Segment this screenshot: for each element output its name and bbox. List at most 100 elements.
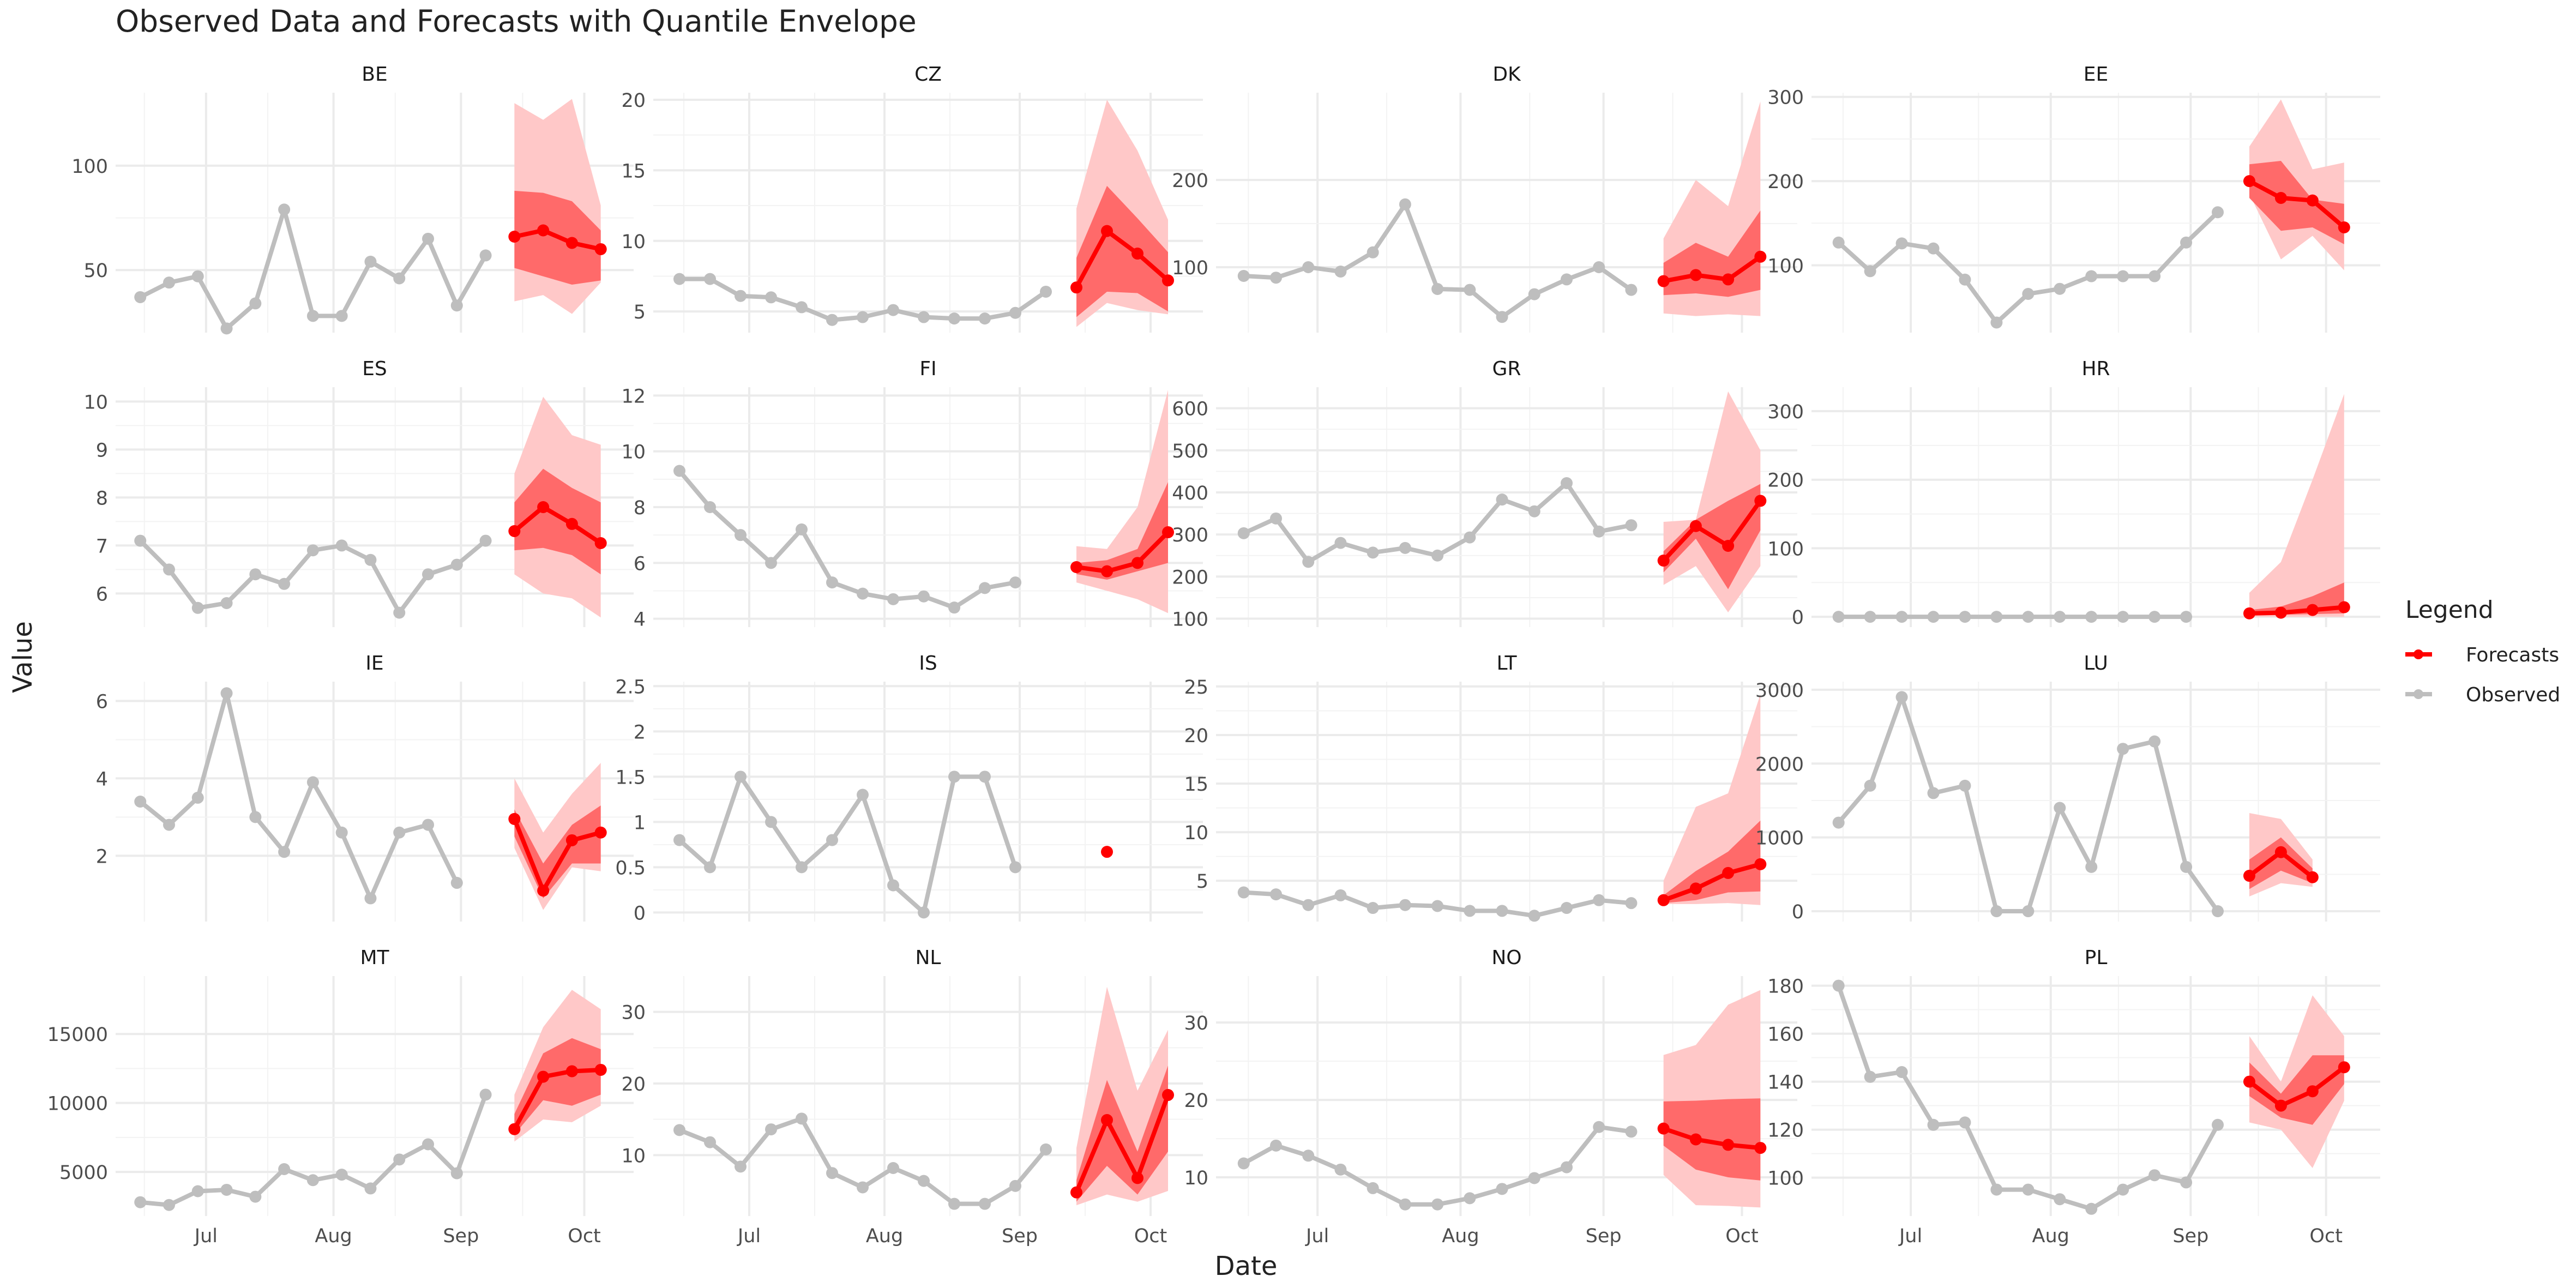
observed-point xyxy=(2148,611,2161,623)
observed-line xyxy=(677,469,1016,610)
observed-point xyxy=(1895,691,1908,703)
observed-point xyxy=(1593,261,1605,273)
observed-point xyxy=(2054,282,2066,295)
observed-point xyxy=(1832,236,1845,249)
y-tick-label: 10 xyxy=(83,392,108,413)
y-tick-label: 400 xyxy=(1172,483,1208,504)
observed-point xyxy=(2148,735,2161,748)
observed-point xyxy=(1367,546,1379,559)
forecast-point xyxy=(2338,221,2350,234)
forecast-line xyxy=(1663,255,1762,284)
panel-cz: CZ 5 10 15 20 xyxy=(621,63,1203,333)
forecast-point xyxy=(1722,273,1735,286)
observed-point xyxy=(1399,198,1411,210)
observed-point xyxy=(1832,816,1845,829)
panel-fi: FI 4 6 8 10 12 xyxy=(621,358,1203,631)
x-tick-label: Sep xyxy=(1002,1225,1038,1247)
forecast-point xyxy=(2243,175,2255,188)
observed-point xyxy=(1334,889,1347,901)
panel-nl: NL 10 20 30 Jul Aug Sep Oct xyxy=(621,947,1203,1247)
observed-point xyxy=(1528,1172,1540,1184)
y-tick-label: 2.5 xyxy=(615,676,646,698)
observed-point xyxy=(826,1167,838,1179)
observed-point xyxy=(2148,1169,2161,1182)
observed-point xyxy=(393,826,406,839)
y-tick-label: 50 xyxy=(83,260,108,282)
observed-point xyxy=(979,582,991,594)
observed-point xyxy=(1009,306,1021,319)
observed-point xyxy=(1431,1198,1444,1211)
forecast-point xyxy=(565,517,578,530)
y-tick-label: 10 xyxy=(1184,822,1208,844)
observed-point xyxy=(918,590,930,603)
forecast-point xyxy=(2243,607,2255,619)
observed-point xyxy=(826,834,838,846)
forecast-point xyxy=(594,537,607,549)
observed-point xyxy=(2180,1176,2193,1189)
x-tick-label: Oct xyxy=(1134,1225,1167,1247)
observed-point xyxy=(2117,1183,2129,1196)
observed-point xyxy=(2054,1193,2066,1206)
panel-hr: HR 0 100 200 300 xyxy=(1767,358,2380,629)
observed-point xyxy=(1832,611,1845,623)
facet-panels: BE50100CZ5101520DK100200EE100200300ES678… xyxy=(47,63,2380,1247)
observed-point xyxy=(1560,902,1573,914)
observed-point xyxy=(134,796,147,808)
observed-point xyxy=(735,529,747,541)
y-tick-label: 10 xyxy=(621,442,646,464)
y-tick-label: 0 xyxy=(1792,901,1804,923)
panel-es: ES 6 7 8 9 10 xyxy=(83,358,634,627)
forecast-point xyxy=(1657,894,1670,906)
y-tick-label: 2000 xyxy=(1755,754,1804,775)
observed-point xyxy=(1864,779,1876,792)
forecast-point xyxy=(1689,520,1702,532)
observed-point xyxy=(1927,787,1940,799)
observed-point xyxy=(1237,270,1250,282)
observed-point xyxy=(278,203,291,216)
y-tick-label: 4 xyxy=(634,609,646,631)
observed-point xyxy=(1431,283,1444,295)
panel-title-be: BE xyxy=(362,63,387,86)
forecast-point xyxy=(537,501,550,513)
forecast-point xyxy=(1070,1186,1082,1199)
observed-point xyxy=(191,791,204,804)
panel-title-gr: GR xyxy=(1492,358,1521,380)
panel-title-is: IS xyxy=(919,652,937,675)
x-tick-label: Oct xyxy=(1725,1225,1759,1247)
observed-point xyxy=(220,597,233,609)
observed-point xyxy=(1990,905,2003,918)
observed-point xyxy=(2085,1202,2098,1215)
forecast-point xyxy=(537,884,550,897)
observed-point xyxy=(249,568,262,581)
observed-point xyxy=(948,1197,960,1210)
observed-point xyxy=(704,861,716,874)
observed-point xyxy=(1959,611,1971,623)
observed-point xyxy=(450,299,463,312)
observed-point xyxy=(1496,905,1508,917)
observed-point xyxy=(335,539,348,552)
observed-point xyxy=(1560,273,1573,286)
observed-point xyxy=(2212,206,2224,219)
observed-point xyxy=(1832,979,1845,992)
y-tick-label: 12 xyxy=(621,386,646,407)
observed-point xyxy=(979,1197,991,1210)
observed-point xyxy=(134,1196,147,1208)
observed-point xyxy=(826,314,838,326)
forecast-point xyxy=(1162,274,1174,287)
observed-point xyxy=(335,1169,348,1181)
observed-point xyxy=(393,1153,406,1166)
observed-point xyxy=(450,1167,463,1179)
y-tick-label: 300 xyxy=(1767,401,1804,423)
observed-point xyxy=(1560,477,1573,489)
observed-point xyxy=(948,771,960,783)
y-tick-label: 0 xyxy=(1792,607,1804,629)
x-tick-label: Sep xyxy=(2172,1225,2208,1247)
observed-point xyxy=(1895,611,1908,623)
observed-point xyxy=(249,1190,262,1203)
observed-point xyxy=(887,1162,899,1174)
forecast-point xyxy=(1131,1172,1143,1184)
y-axis-label: Value xyxy=(8,621,38,693)
observed-point xyxy=(364,255,377,268)
observed-point xyxy=(765,816,777,828)
observed-point xyxy=(1895,237,1908,250)
